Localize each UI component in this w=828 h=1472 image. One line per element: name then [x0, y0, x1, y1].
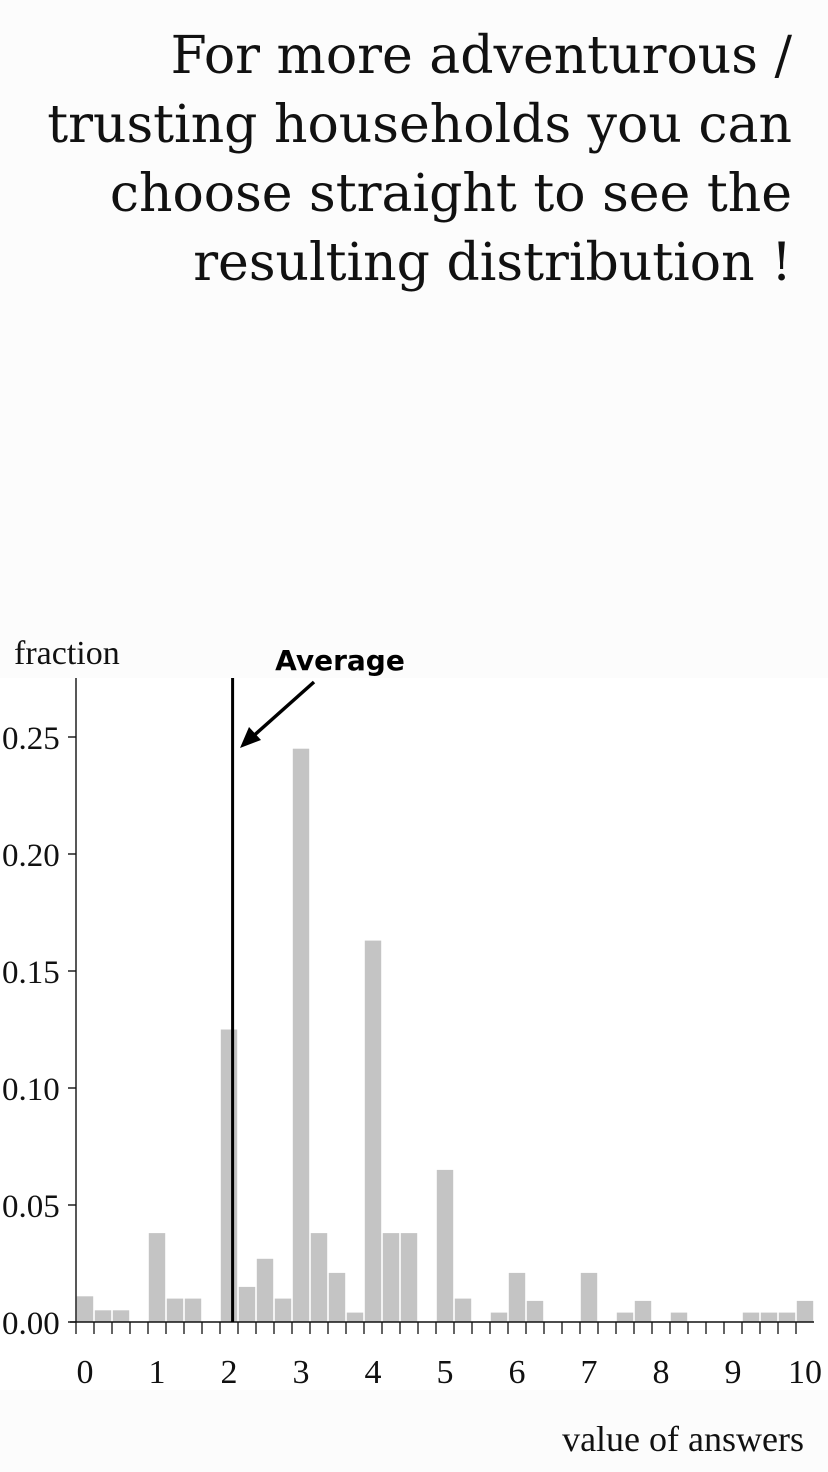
headline-line-2: trusting households you can	[47, 95, 792, 155]
x-tick-label: 4	[365, 1354, 382, 1391]
histogram-bar	[238, 1286, 256, 1322]
histogram-bar	[382, 1233, 400, 1322]
histogram-bar	[310, 1233, 328, 1322]
average-label: Average	[275, 644, 405, 677]
x-tick-label: 6	[509, 1354, 526, 1391]
histogram-bar	[166, 1298, 184, 1322]
histogram-bar	[508, 1272, 526, 1322]
histogram-bar	[148, 1233, 166, 1322]
histogram-bar	[292, 748, 310, 1322]
histogram-bar	[94, 1310, 112, 1322]
y-tick-label: 0.05	[2, 1189, 60, 1225]
histogram-bar	[346, 1312, 364, 1322]
histogram-bar	[436, 1169, 454, 1322]
histogram-bar	[220, 1029, 238, 1322]
x-tick-label: 2	[221, 1354, 238, 1391]
y-tick-label: 0.20	[2, 838, 60, 874]
x-tick-label: 8	[653, 1354, 670, 1391]
histogram-bar	[454, 1298, 472, 1322]
histogram-bar	[364, 940, 382, 1322]
x-tick-label: 1	[149, 1354, 166, 1391]
average-arrowhead	[240, 727, 261, 748]
x-tick-label: 3	[293, 1354, 310, 1391]
histogram-bar	[670, 1312, 688, 1322]
y-tick-label: 0.15	[2, 955, 60, 991]
y-tick-label: 0.00	[2, 1306, 60, 1342]
x-tick-label: 7	[581, 1354, 598, 1391]
headline-line-1: For more adventurous /	[170, 26, 792, 86]
average-arrow	[248, 680, 316, 741]
histogram-bar	[184, 1298, 202, 1322]
headline: For more adventurous / trusting househol…	[32, 22, 792, 298]
x-tick-label: 9	[725, 1354, 742, 1391]
headline-line-4: resulting distribution !	[193, 233, 792, 293]
bars-group	[76, 748, 814, 1322]
x-ticks-group: 0 1 2 3 4 5 6 7 8 9 10	[75, 1322, 822, 1391]
histogram-bar	[616, 1312, 634, 1322]
histogram-bar	[328, 1272, 346, 1322]
histogram-bar	[274, 1298, 292, 1322]
headline-line-3: choose straight to see the	[109, 164, 792, 224]
histogram-bar	[778, 1312, 796, 1322]
x-tick-label: 10	[788, 1354, 822, 1391]
histogram-bar	[490, 1312, 508, 1322]
x-tick-label: 5	[437, 1354, 454, 1391]
y-tick-label: 0.25	[2, 721, 60, 757]
y-ticks-group: 0.00 0.05 0.10 0.15 0.20 0.25	[2, 721, 76, 1342]
x-axis-label: value of answers	[562, 1419, 804, 1459]
y-axis-label: fraction	[14, 635, 120, 672]
histogram-bar	[742, 1312, 760, 1322]
histogram-bar	[634, 1300, 652, 1322]
histogram-bar	[760, 1312, 778, 1322]
histogram-bar	[256, 1258, 274, 1322]
histogram-bar	[526, 1300, 544, 1322]
histogram-bar	[76, 1296, 94, 1322]
histogram-bar	[580, 1272, 598, 1322]
histogram-bar	[400, 1233, 418, 1322]
x-tick-label: 0	[77, 1354, 94, 1391]
histogram-bar	[796, 1300, 814, 1322]
y-tick-label: 0.10	[2, 1072, 60, 1108]
histogram-bar	[112, 1310, 130, 1322]
